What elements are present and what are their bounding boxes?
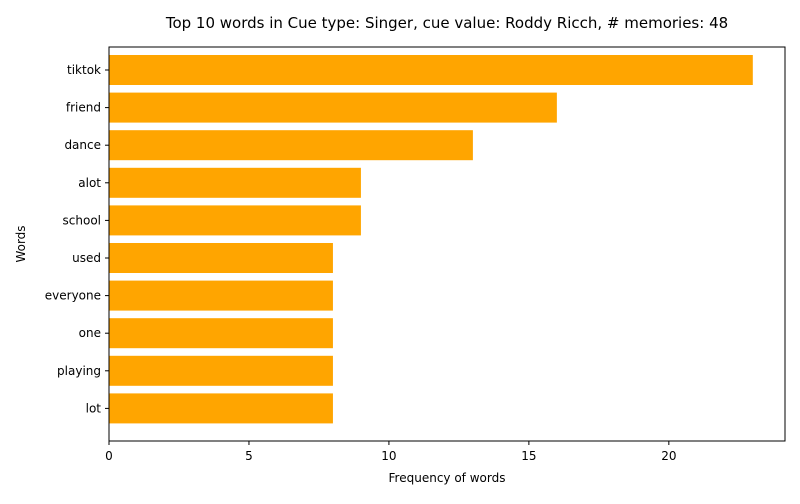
y-tick-label: one — [79, 326, 101, 340]
x-tick-label: 10 — [381, 449, 396, 463]
y-tick-label: lot — [86, 401, 102, 415]
x-axis-label: Frequency of words — [389, 471, 506, 485]
y-tick-label: friend — [66, 101, 101, 115]
x-tick-label: 20 — [661, 449, 676, 463]
y-tick-label: alot — [78, 176, 101, 190]
bar-tiktok — [109, 55, 753, 85]
x-tick-label: 15 — [521, 449, 536, 463]
x-tick-label: 0 — [105, 449, 113, 463]
bar-playing — [109, 355, 333, 386]
bar-dance — [109, 130, 473, 161]
bar-lot — [109, 393, 333, 424]
bar-one — [109, 318, 333, 349]
y-tick-label: school — [63, 213, 101, 227]
bar-alot — [109, 167, 361, 198]
x-axis-ticks: 0 5 10 15 20 — [105, 441, 676, 463]
y-tick-label: tiktok — [67, 63, 101, 77]
chart-title: Top 10 words in Cue type: Singer, cue va… — [165, 14, 728, 32]
bar-friend — [109, 92, 557, 123]
x-tick-label: 5 — [245, 449, 253, 463]
y-tick-label: dance — [64, 138, 101, 152]
y-axis-ticks: tiktok friend dance alot school used everyone o… — [45, 63, 109, 415]
bar-used — [109, 243, 333, 273]
y-axis-label: Words — [14, 225, 28, 262]
bar-school — [109, 205, 361, 236]
y-tick-label: playing — [57, 364, 101, 378]
bar-everyone — [109, 280, 333, 311]
bars-group — [109, 55, 753, 424]
y-tick-label: used — [72, 251, 101, 265]
y-tick-label: everyone — [45, 289, 101, 303]
plot-frame — [108, 46, 786, 442]
